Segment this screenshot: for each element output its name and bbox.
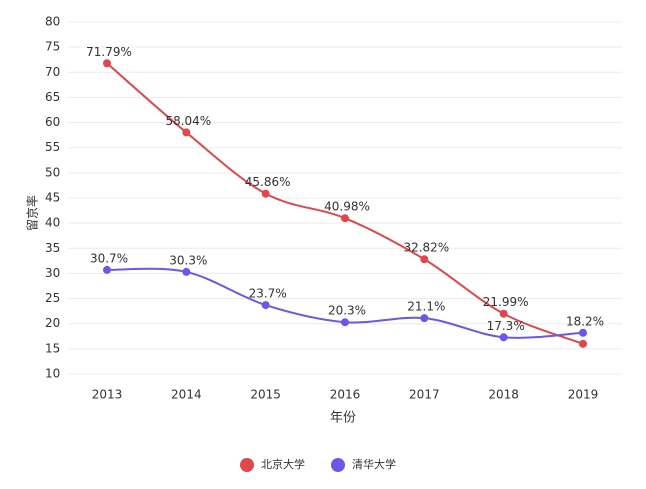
- data-label: 45.86%: [245, 175, 291, 189]
- y-tick-label: 50: [45, 165, 60, 179]
- data-point: [499, 309, 508, 318]
- data-point: [579, 339, 587, 348]
- legend-marker: [331, 458, 345, 472]
- y-tick-label: 60: [45, 115, 60, 129]
- data-label: 58.04%: [165, 114, 211, 128]
- data-point: [182, 128, 191, 137]
- data-point: [182, 267, 191, 276]
- y-tick-label: 15: [45, 341, 60, 355]
- data-point: [261, 301, 270, 310]
- y-tick-label: 40: [45, 216, 60, 230]
- data-label: 18.2%: [566, 314, 604, 328]
- y-tick-label: 30: [45, 266, 60, 280]
- x-tick-label: 2019: [568, 388, 599, 402]
- y-tick-label: 55: [45, 140, 60, 154]
- x-tick-label: 2014: [171, 388, 202, 402]
- data-point: [103, 59, 111, 68]
- data-point: [341, 214, 349, 223]
- x-tick-label: 2018: [488, 388, 519, 402]
- data-label: 71.79%: [86, 45, 132, 59]
- y-tick-label: 35: [45, 241, 60, 255]
- x-axis-title: 年份: [330, 411, 356, 426]
- data-label: 23.7%: [249, 287, 287, 301]
- data-label: 17.3%: [487, 319, 525, 333]
- legend-label: 清华大学: [352, 457, 396, 471]
- data-label: 32.82%: [403, 241, 449, 255]
- data-point: [420, 255, 429, 264]
- data-label: 21.99%: [483, 295, 529, 309]
- y-tick-label: 65: [45, 90, 60, 104]
- x-tick-label: 2017: [409, 388, 440, 402]
- data-label: 20.3%: [328, 304, 366, 318]
- y-tick-label: 70: [45, 65, 60, 79]
- data-label: 30.3%: [169, 253, 207, 267]
- y-axis-title: 留京率: [25, 195, 40, 231]
- data-point: [579, 328, 587, 337]
- y-tick-label: 75: [45, 40, 60, 54]
- x-tick-label: 2013: [92, 388, 123, 402]
- data-point: [103, 265, 111, 274]
- y-tick-label: 45: [45, 191, 60, 205]
- x-tick-label: 2016: [330, 388, 361, 402]
- data-point: [420, 314, 429, 323]
- legend-label: 北京大学: [261, 457, 305, 471]
- y-tick-label: 80: [45, 15, 60, 29]
- legend-marker: [240, 458, 254, 472]
- data-point: [499, 333, 508, 342]
- data-point: [341, 318, 349, 327]
- y-tick-label: 20: [45, 316, 60, 330]
- y-tick-label: 25: [45, 291, 60, 305]
- y-tick-label: 10: [45, 367, 60, 381]
- data-label: 30.7%: [90, 251, 128, 265]
- data-label: 21.1%: [407, 300, 445, 314]
- data-label: 40.98%: [324, 200, 370, 214]
- x-tick-label: 2015: [250, 388, 281, 402]
- data-point: [261, 189, 270, 198]
